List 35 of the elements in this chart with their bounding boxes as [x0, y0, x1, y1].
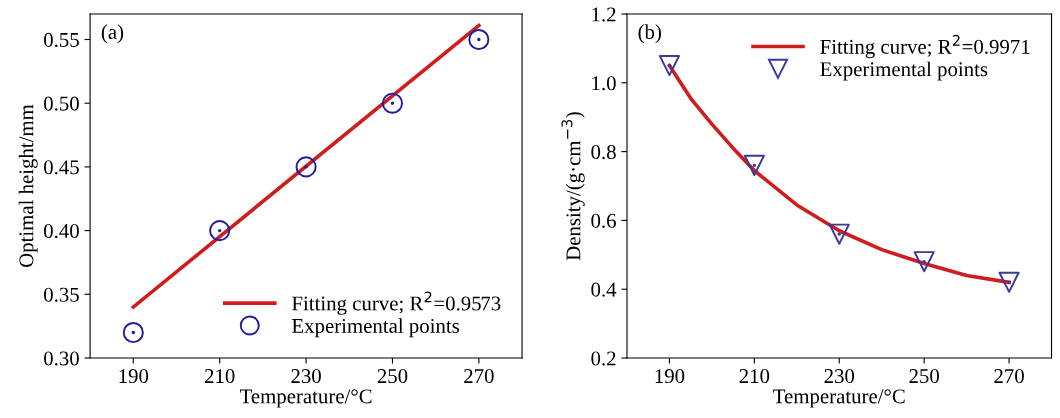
y-tick-label: 0.45	[44, 160, 79, 175]
legend-label: Experimental points	[820, 61, 988, 81]
x-axis-title: Temperature/°C	[773, 389, 905, 408]
y-tick-label: 0.55	[44, 32, 79, 48]
y-tick-label: 0.40	[44, 223, 79, 239]
y-tick-label: 0.30	[44, 351, 79, 366]
point	[658, 55, 680, 77]
y-axis-title: Optimal height/mm	[18, 104, 38, 268]
legend-label: Experimental points	[292, 318, 460, 338]
x-tick-label: 230	[824, 369, 855, 384]
x-tick-label: 190	[655, 369, 685, 384]
y-tick-label: 0.2	[591, 351, 616, 366]
y-tick-label: 0.8	[591, 144, 616, 160]
point	[743, 154, 765, 176]
x-tick-label: 210	[739, 369, 770, 384]
x-tick-label: 270	[464, 369, 494, 384]
x-tick-label: 190	[119, 369, 149, 384]
y-tick-label: 0.4	[591, 282, 617, 297]
y-tick-label: 1.0	[592, 76, 616, 91]
x-tick-label: 210	[204, 369, 235, 384]
annotation: (b)	[638, 24, 661, 44]
point	[913, 251, 935, 273]
y-axis-title: Density/(g·cm$^{−3}$)	[561, 112, 585, 261]
x-tick-label: 230	[291, 369, 321, 384]
annotation: (a)	[101, 24, 124, 44]
y-tick-label: 1.2	[592, 7, 616, 22]
y-tick-label: 0.6	[591, 213, 616, 228]
x-tick-label: 250	[909, 369, 939, 384]
x-tick-label: 250	[377, 369, 408, 384]
y-tick-label: 0.35	[44, 287, 79, 302]
x-tick-label: 270	[994, 369, 1024, 384]
legend-label: Fitting curve; R$^{2}$=0.9971	[820, 34, 1030, 59]
legend-label: Fitting curve; R$^{2}$=0.9573	[292, 291, 501, 315]
y-tick-label: 0.50	[44, 96, 79, 111]
x-axis-title: Temperature/°C	[239, 389, 372, 408]
